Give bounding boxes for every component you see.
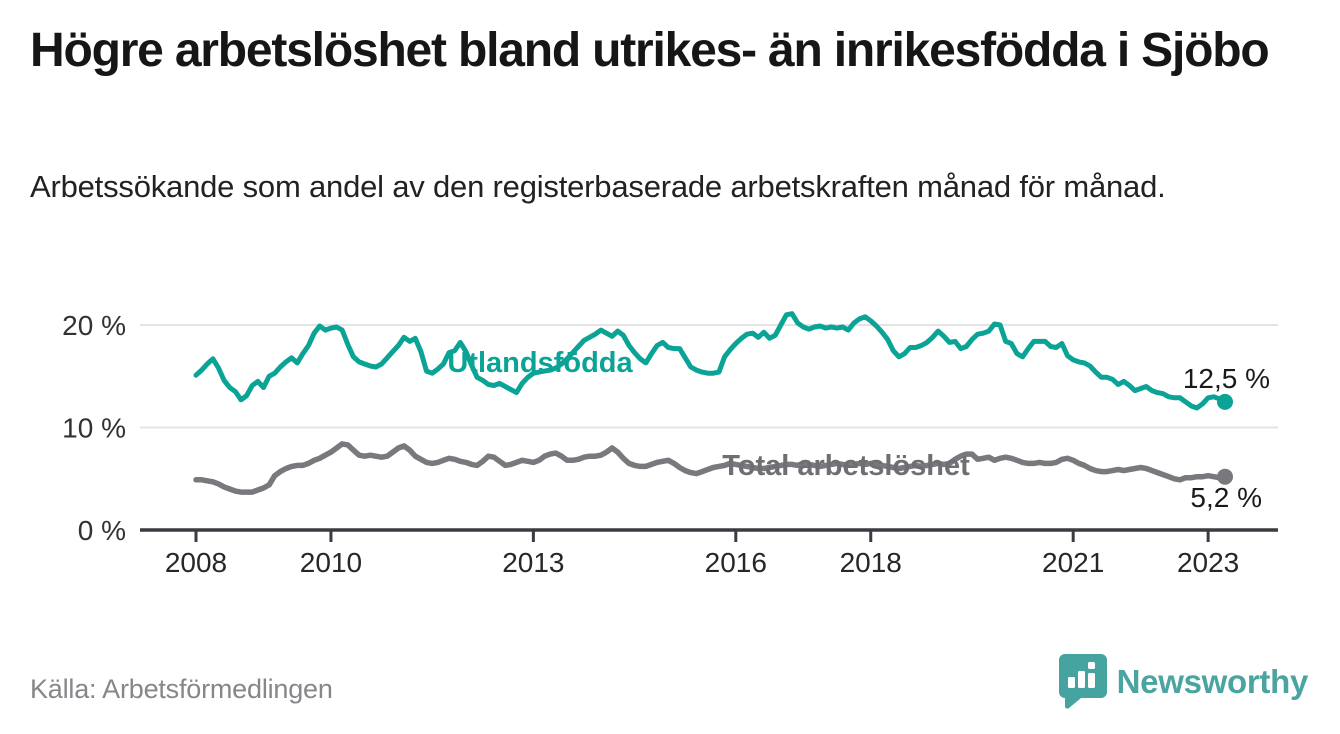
x-tick-label: 2021 xyxy=(1042,547,1104,578)
y-tick-label: 10 % xyxy=(62,413,126,444)
end-value-total: 5,2 % xyxy=(1190,482,1262,513)
end-dot-total xyxy=(1217,468,1233,485)
x-tick-label: 2016 xyxy=(705,547,767,578)
y-tick-label: 0 % xyxy=(78,515,126,546)
x-axis-labels: 2008 2010 2013 2016 2018 2021 2023 xyxy=(165,547,1239,578)
y-tick-label: 20 % xyxy=(62,310,126,341)
y-axis-labels: 20 % 10 % 0 % xyxy=(62,310,126,546)
chart-subtitle: Arbetssökande som andel av den registerb… xyxy=(30,169,1166,204)
series-label-utlandsfodda: Utlandsfödda xyxy=(447,347,633,379)
page-title: Högre arbetslöshet bland utrikes- än inr… xyxy=(30,24,1270,77)
series-label-total: Total arbetslöshet xyxy=(722,450,970,482)
x-tick-label: 2023 xyxy=(1177,547,1239,578)
x-tick-label: 2010 xyxy=(300,547,362,578)
x-tick-label: 2008 xyxy=(165,547,227,578)
brand-name: Newsworthy xyxy=(1116,663,1309,700)
end-dot-utlandsfodda xyxy=(1217,393,1233,410)
brand-lockup: Newsworthy xyxy=(1058,654,1309,710)
x-tick-label: 2013 xyxy=(502,547,564,578)
x-tick-label: 2018 xyxy=(840,547,902,578)
newsworthy-logo-icon xyxy=(1058,654,1107,709)
x-axis-ticks xyxy=(194,530,1210,542)
line-utlandsfodda xyxy=(193,311,1228,411)
line-total-arbetsloshet xyxy=(193,441,1228,495)
source-note: Källa: Arbetsförmedlingen xyxy=(30,674,333,704)
end-value-utlandsfodda: 12,5 % xyxy=(1183,363,1270,394)
